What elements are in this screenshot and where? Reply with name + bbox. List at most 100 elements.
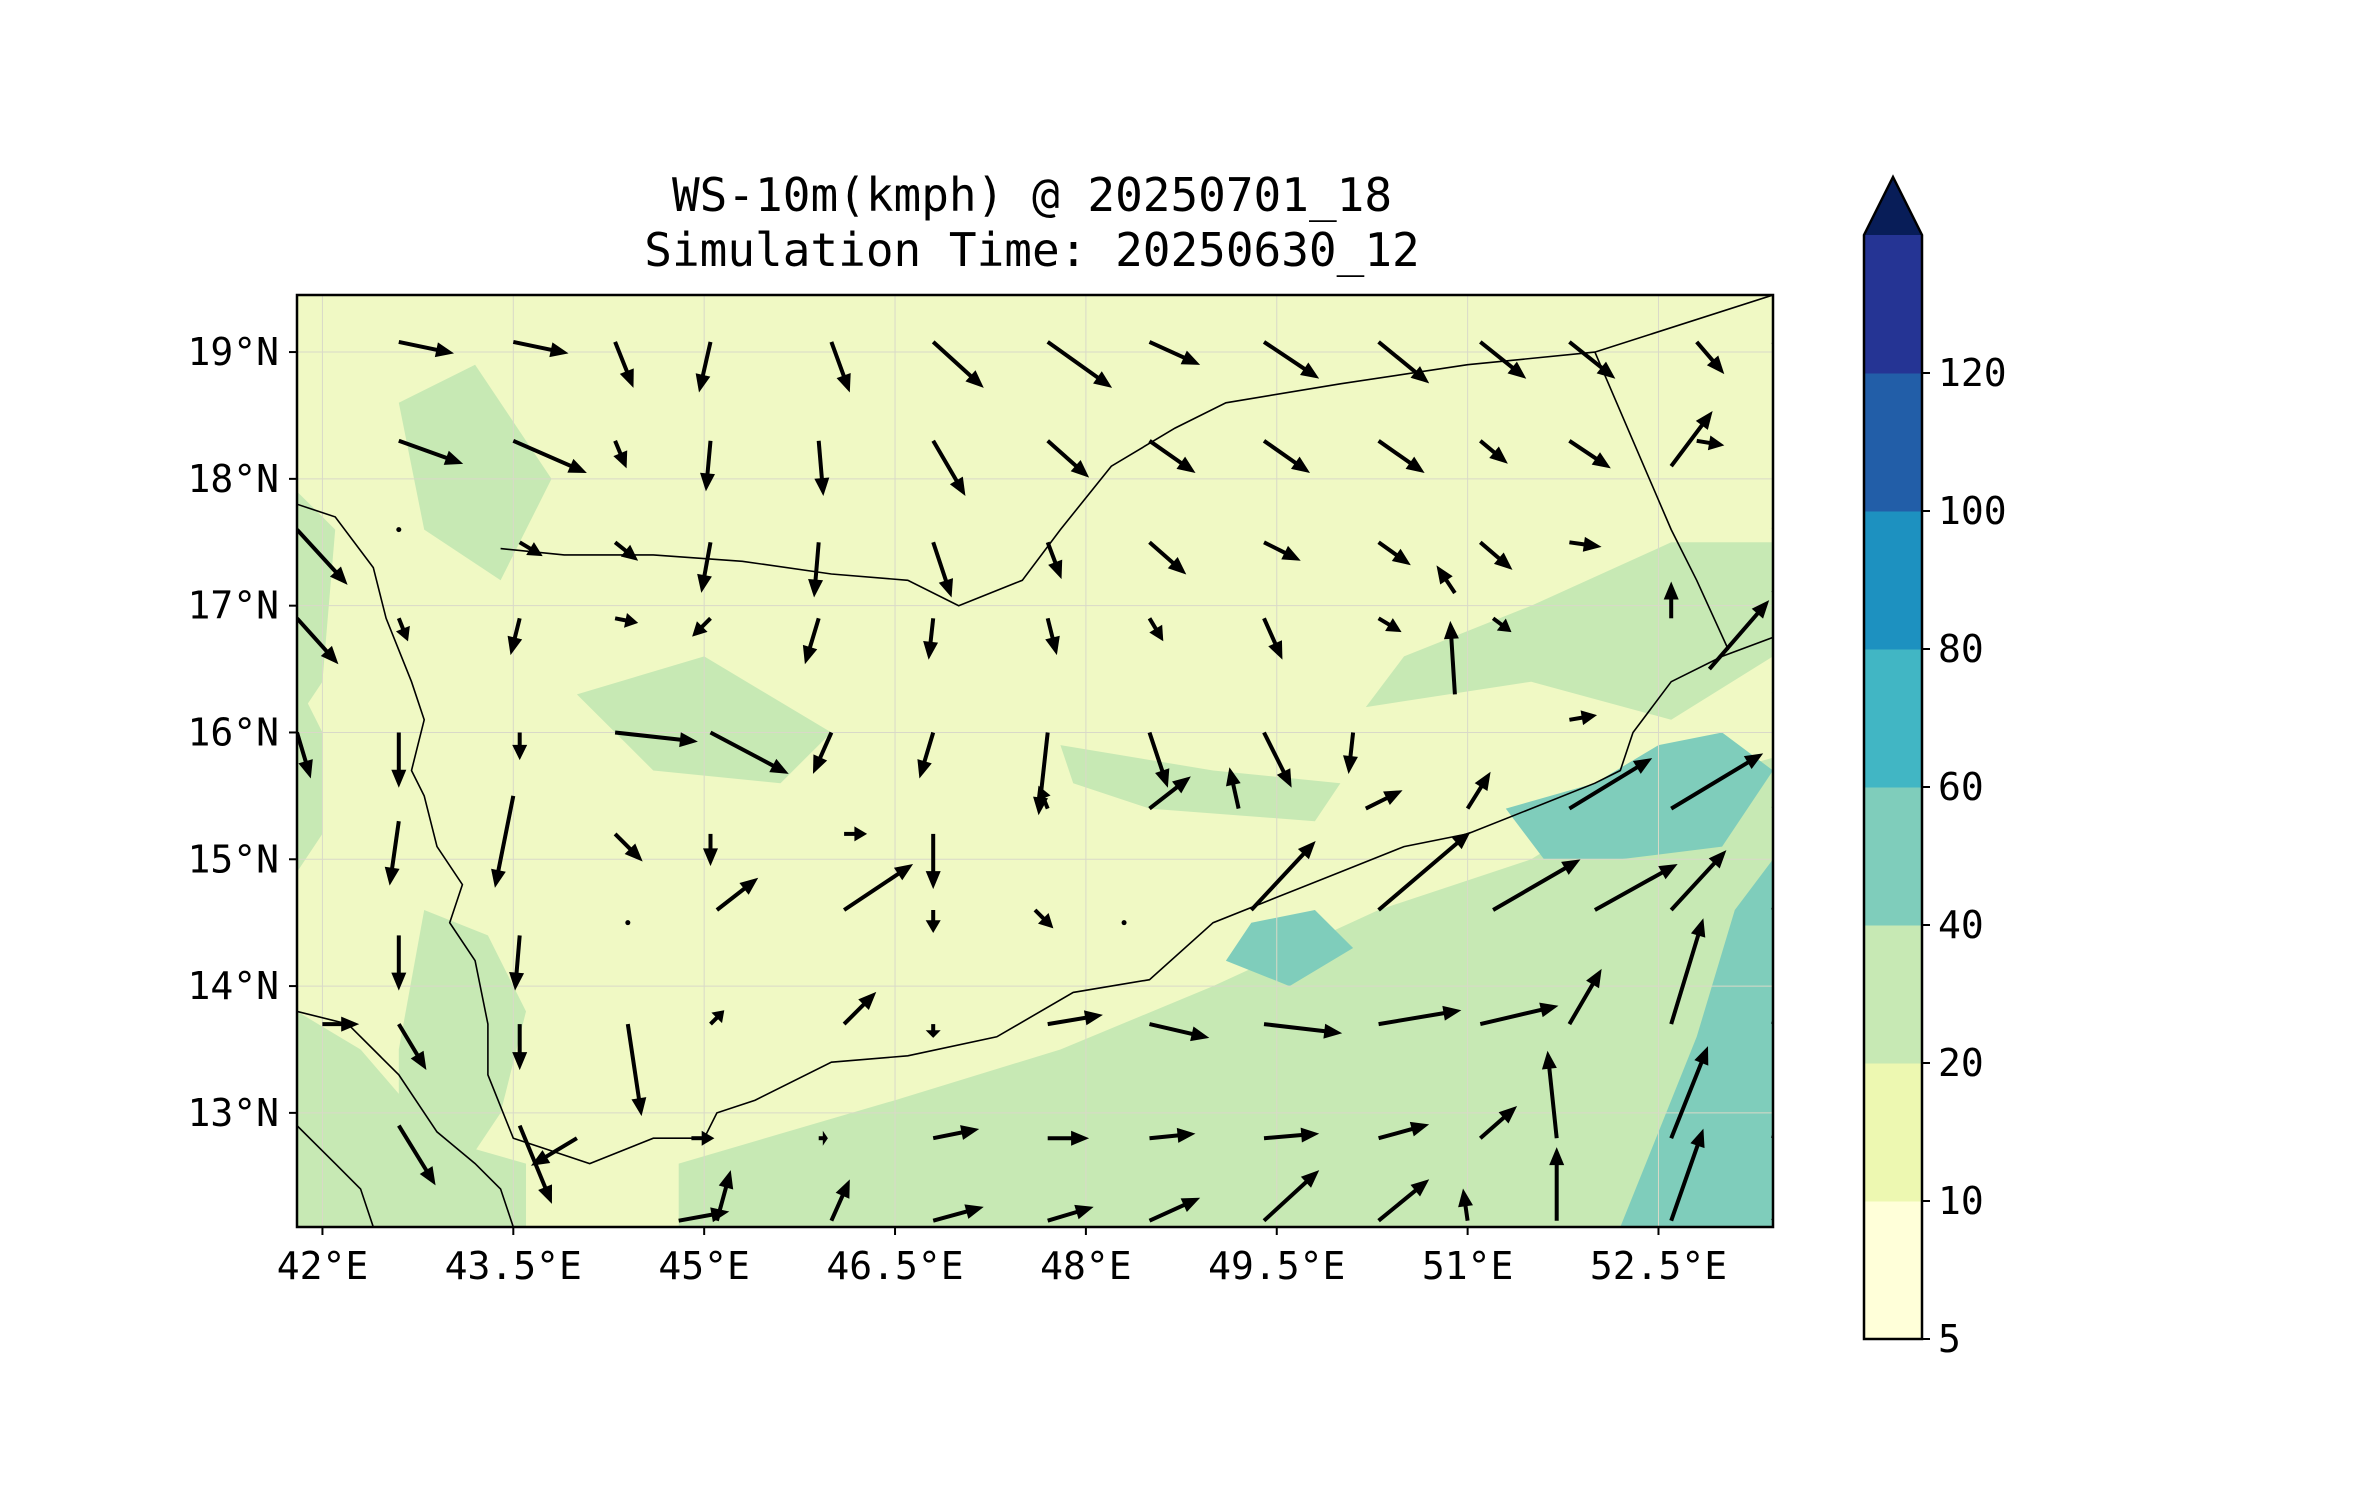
wind-arrow-head	[925, 920, 941, 933]
wind-arrow	[518, 540, 543, 557]
wind-arrow	[322, 1016, 360, 1032]
wind-arrow-shaft	[1045, 541, 1058, 565]
wind-arrow-head	[1498, 1105, 1518, 1124]
wind-arrow-shaft	[1479, 340, 1516, 371]
wind-arrow-shaft	[1148, 340, 1187, 361]
wind-arrow	[1045, 617, 1060, 656]
wind-arrow-head	[320, 645, 339, 665]
wind-arrow-shaft	[931, 541, 949, 583]
wind-arrow-head	[1549, 1147, 1565, 1166]
wind-arrow	[1149, 1127, 1196, 1143]
wind-arrow-shaft	[613, 440, 623, 456]
wind-arrow	[925, 910, 941, 933]
wind-arrow	[1771, 542, 1816, 595]
wind-arrow-shaft	[1148, 540, 1176, 566]
wind-arrow-head	[509, 972, 525, 991]
wind-arrow-head	[434, 342, 455, 358]
wind-arrow-head	[530, 1150, 551, 1166]
wind-arrow-head	[1580, 710, 1598, 726]
contour-region	[678, 757, 1773, 1227]
wind-arrow	[691, 1130, 715, 1146]
wind-arrow	[842, 991, 877, 1026]
wind-arrow	[925, 833, 941, 890]
wind-arrow-head	[1405, 456, 1425, 474]
wind-arrow-head	[711, 1010, 725, 1024]
wind-arrow	[384, 820, 401, 886]
wind-arrow	[1047, 1204, 1094, 1223]
wind-arrow-shaft	[1147, 617, 1159, 632]
wind-arrow	[297, 528, 348, 585]
wind-arrow-head	[631, 1097, 647, 1117]
colorbar-segment	[1864, 649, 1922, 788]
wind-arrow-shaft	[518, 540, 533, 552]
wind-arrow	[1262, 340, 1320, 379]
wind-arrow	[1377, 340, 1430, 384]
wind-arrow	[917, 731, 936, 779]
wind-arrow-shaft	[1148, 1202, 1187, 1223]
wind-arrow-head	[1443, 620, 1459, 640]
wind-arrow-head	[1071, 1130, 1090, 1146]
wind-arrow-head	[1496, 618, 1512, 633]
wind-arrow	[715, 877, 759, 912]
wind-arrow-shaft	[1463, 1203, 1470, 1221]
wind-arrow-head	[1176, 1127, 1196, 1143]
wind-arrow	[1491, 616, 1512, 633]
wind-arrow	[397, 1023, 427, 1071]
wind-arrow-shaft	[1449, 636, 1457, 695]
wind-arrow	[1045, 541, 1063, 580]
wind-arrow	[1479, 1002, 1559, 1027]
wind-arrow-shaft	[1479, 439, 1497, 456]
x-tick-label: 45°E	[658, 1244, 750, 1288]
wind-arrow-shaft	[1348, 732, 1356, 759]
wind-arrow-shaft	[613, 341, 630, 374]
wind-arrow-shaft	[1479, 1007, 1544, 1027]
wind-arrow-head	[512, 744, 528, 761]
wind-arrow-head	[1695, 411, 1713, 430]
wind-arrow-shaft	[699, 616, 712, 630]
wind-arrow	[1249, 840, 1316, 912]
wind-arrow-head	[613, 450, 628, 469]
wind-arrow-head	[854, 826, 868, 842]
wind-arrow-head	[1591, 452, 1611, 469]
wind-arrow-head	[1451, 831, 1471, 850]
wind-arrow-head	[1784, 435, 1802, 452]
wind-arrow	[931, 439, 966, 496]
wind-arrow-head	[391, 972, 407, 991]
wind-arrow-head	[1795, 1148, 1817, 1171]
wind-arrow	[1343, 732, 1358, 774]
wind-arrow-head	[567, 458, 587, 473]
wind-arrow	[613, 832, 643, 862]
wind-arrow-shaft	[1377, 1187, 1419, 1223]
wind-arrow-head	[1442, 1005, 1462, 1021]
wind-arrow	[1478, 1105, 1518, 1140]
wind-arrow	[700, 440, 715, 492]
wind-arrow-head	[1225, 767, 1241, 787]
wind-arrow-shaft	[816, 440, 824, 481]
wind-arrow-head	[1793, 542, 1816, 565]
wind-arrow	[512, 438, 587, 473]
wind-arrow	[923, 618, 939, 660]
contour-region	[297, 1011, 526, 1227]
wind-arrow-shaft	[1230, 782, 1241, 810]
wind-arrow	[614, 730, 698, 748]
wind-arrow	[714, 1170, 734, 1222]
wind-arrow	[1669, 1046, 1709, 1139]
wind-arrow	[1669, 1128, 1705, 1222]
wind-arrow	[614, 613, 639, 628]
wind-arrow	[1479, 340, 1527, 379]
wind-arrow-shaft	[1148, 784, 1180, 811]
wind-arrow	[1771, 666, 1773, 696]
wind-arrow-shaft	[512, 617, 522, 641]
wind-arrow-shaft	[678, 1212, 714, 1223]
wind-arrow-head	[1663, 581, 1679, 600]
wind-arrow-shaft	[1046, 439, 1079, 469]
wind-arrow-shaft	[931, 439, 960, 484]
wind-arrow-head	[619, 368, 634, 388]
wind-arrow-head	[802, 644, 818, 665]
wind-arrow-shaft	[1249, 851, 1307, 912]
wind-arrow-shaft	[512, 339, 554, 353]
wind-arrow-head	[1793, 1035, 1813, 1057]
wind-arrow	[1478, 540, 1513, 570]
wind-arrow	[613, 540, 639, 561]
